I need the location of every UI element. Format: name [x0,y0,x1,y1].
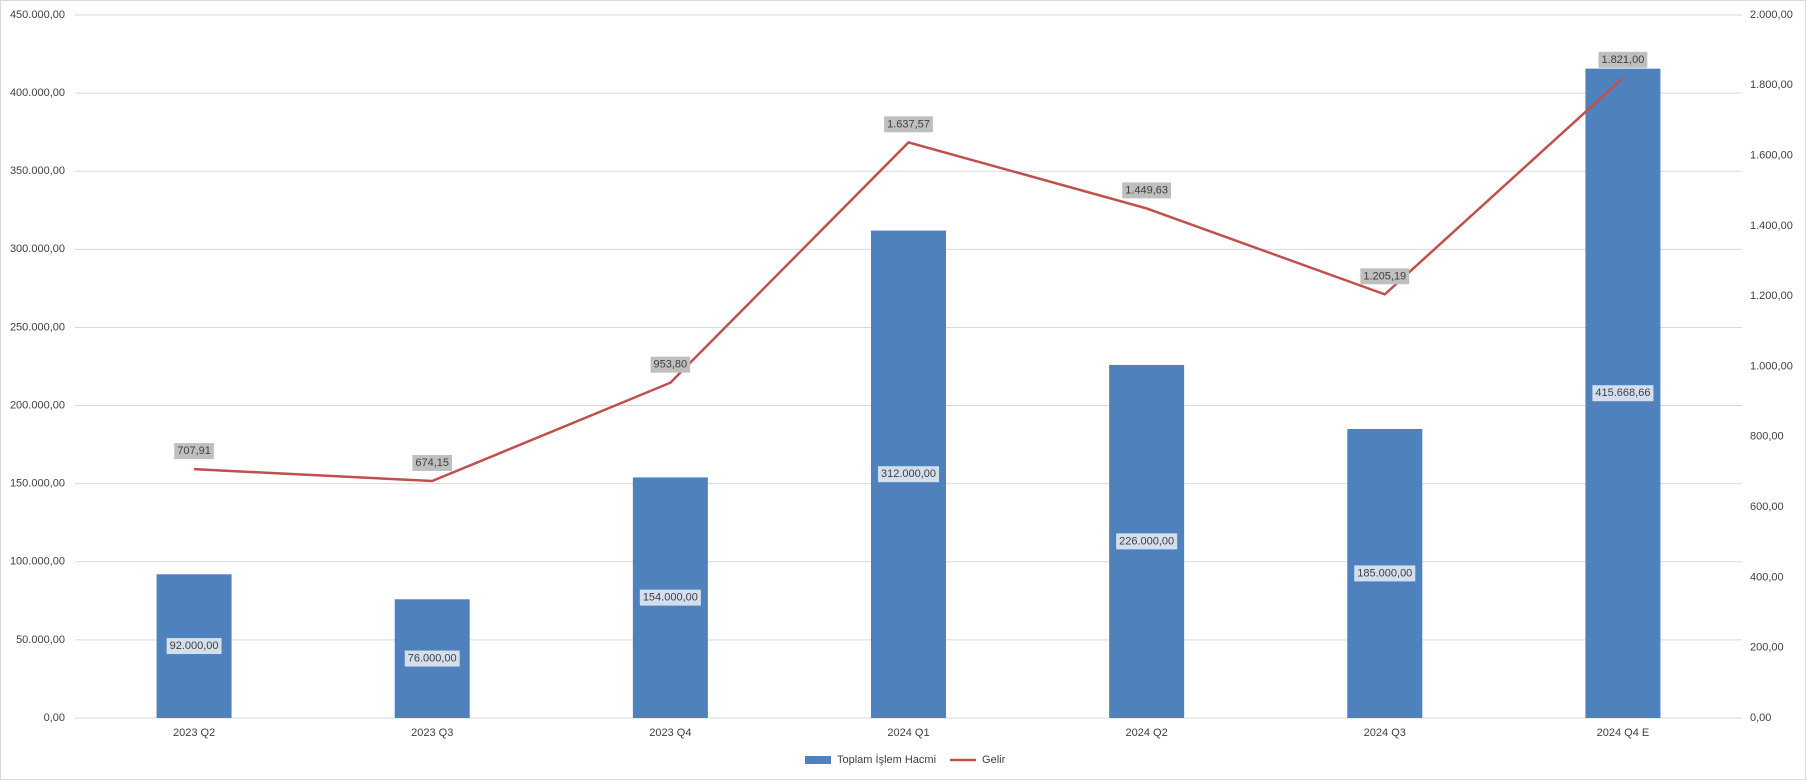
data-label-bg [1360,268,1410,285]
y2-tick-label: 1.200,00 [1750,290,1793,302]
y-tick-label: 50.000,00 [16,634,65,646]
line [194,76,1624,483]
data-label: 154.000,00 [643,592,698,604]
data-label-bg [1116,533,1178,550]
y-tick-label: 150.000,00 [10,478,65,490]
y-tick-label: 100.000,00 [10,556,65,568]
data-label-bg [1592,385,1654,402]
data-label: 312.000,00 [881,468,936,480]
y-tick-label: 300.000,00 [10,243,65,255]
data-label-bg [1598,51,1648,68]
y2-tick-label: 1.600,00 [1750,150,1793,162]
x-tick-label: 2023 Q4 [649,727,691,739]
data-label: 1.821,00 [1602,54,1645,66]
data-label-bg [1354,565,1416,582]
data-label: 92.000,00 [170,640,219,652]
data-label: 1.637,57 [887,118,930,130]
y-tick-label: 400.000,00 [10,87,65,99]
y2-tick-label: 1.400,00 [1750,220,1793,232]
y-tick-label: 250.000,00 [10,321,65,333]
data-label: 226.000,00 [1119,535,1174,547]
y2-tick-label: 2.000,00 [1750,9,1793,21]
x-tick-label: 2023 Q3 [411,727,453,739]
data-label-bg [404,650,460,667]
x-tick-label: 2024 Q4 E [1597,727,1650,739]
data-label: 707,91 [177,445,211,457]
x-tick-label: 2024 Q1 [887,727,929,739]
y2-tick-label: 600,00 [1750,501,1784,513]
x-tick-label: 2024 Q2 [1126,727,1168,739]
legend-label: Toplam İşlem Hacmi [837,753,936,766]
x-tick-label: 2023 Q2 [173,727,215,739]
data-label-bg [884,116,933,133]
data-label: 76.000,00 [408,653,457,665]
x-tick-label: 2024 Q3 [1364,727,1406,739]
data-label-bg [877,466,940,483]
data-label: 953,80 [654,359,688,371]
data-label-bg [174,443,214,460]
y2-tick-label: 1.800,00 [1750,79,1793,91]
y2-tick-label: 200,00 [1750,642,1784,654]
y-tick-label: 350.000,00 [10,165,65,177]
data-label: 1.449,63 [1125,184,1168,196]
y2-tick-label: 0,00 [1750,712,1771,724]
data-label-bg [1122,182,1172,199]
data-label-bg [166,638,222,655]
data-label: 415.668,66 [1595,387,1650,399]
y-tick-label: 0,00 [44,712,65,724]
legend-swatch [805,756,831,764]
data-label: 674,15 [415,457,449,469]
y-tick-label: 200.000,00 [10,399,65,411]
data-label-bg [639,589,701,606]
data-label: 185.000,00 [1357,567,1412,579]
y2-tick-label: 400,00 [1750,571,1784,583]
data-label-bg [412,454,453,471]
legend-label: Gelir [982,754,1006,766]
data-label-bg [650,356,691,373]
y-tick-label: 450.000,00 [10,9,65,21]
y2-tick-label: 1.000,00 [1750,360,1793,372]
data-label: 1.205,19 [1363,270,1406,282]
y2-tick-label: 800,00 [1750,431,1784,443]
